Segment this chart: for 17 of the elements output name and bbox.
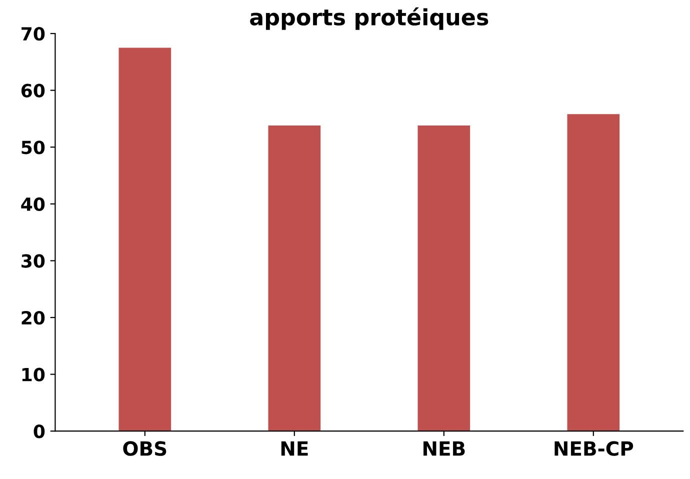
x-tick-label: NEB xyxy=(424,441,465,456)
x-tick-label: NE xyxy=(281,441,308,456)
bar xyxy=(567,114,620,432)
y-tick-label: 30 xyxy=(22,254,45,268)
y-tick-label: 60 xyxy=(21,84,45,98)
y-tick-label: 20 xyxy=(22,310,45,325)
y-tick-label: 0 xyxy=(34,424,45,438)
bar xyxy=(418,126,470,432)
y-tick-label: 10 xyxy=(22,368,45,382)
chart-title: apports protéiques xyxy=(250,7,488,30)
y-tick-label: 70 xyxy=(22,26,45,41)
y-tick-label: 40 xyxy=(21,197,45,212)
y-tick-label: 50 xyxy=(22,140,45,154)
x-tick-label: OBS xyxy=(123,441,166,456)
bar xyxy=(118,48,172,432)
bar xyxy=(268,126,321,432)
x-tick-label: NEB-CP xyxy=(554,441,634,456)
